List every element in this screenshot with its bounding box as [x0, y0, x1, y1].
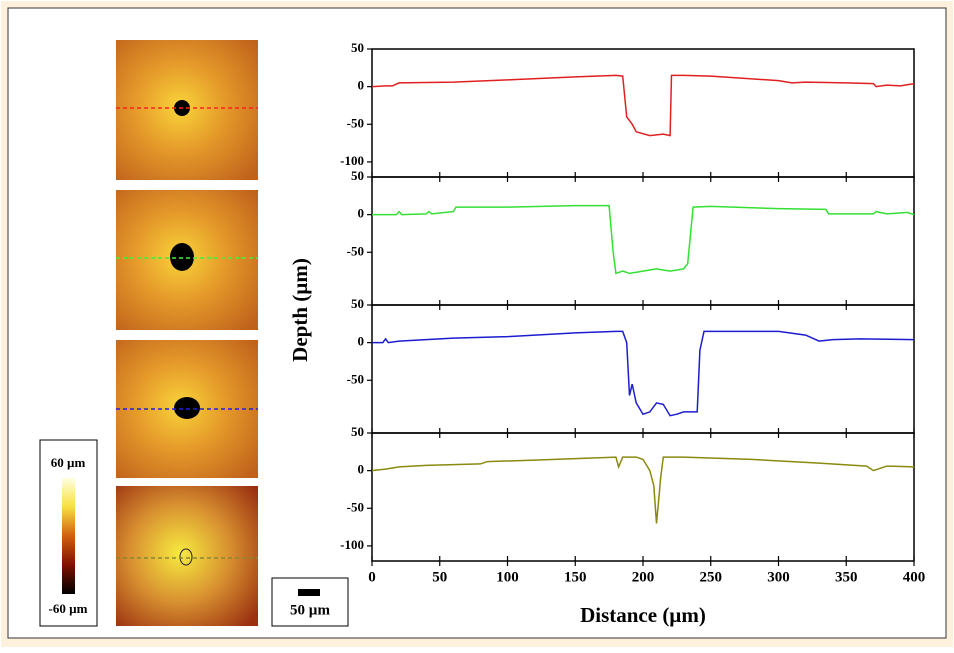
y-axis-label: Depth (µm) — [288, 258, 312, 362]
y-tick-label: 0 — [358, 78, 365, 93]
crater — [170, 243, 194, 271]
colorbar — [62, 478, 75, 594]
crater — [179, 548, 193, 566]
x-tick-label: 100 — [496, 569, 519, 585]
image — [116, 486, 258, 626]
x-tick-label: 50 — [432, 569, 447, 585]
profile-curve — [371, 456, 915, 524]
profile-curve — [372, 330, 915, 417]
x-tick-label: 0 — [368, 569, 376, 585]
y-tick-label: 0 — [358, 334, 365, 349]
profile-curve — [372, 204, 915, 275]
x-axis-label: Distance (µm) — [580, 603, 706, 627]
x-tick-label: 200 — [632, 569, 655, 585]
colorbar-max: 60 µm — [51, 455, 86, 470]
y-tick-label: -100 — [340, 537, 364, 552]
y-tick-label: -50 — [347, 499, 364, 514]
x-tick-label: 400 — [903, 569, 926, 585]
y-tick-label: -50 — [347, 371, 364, 386]
scale-bar-box — [271, 577, 349, 627]
x-tick-label: 350 — [835, 569, 858, 585]
x-tick-label: 150 — [564, 569, 587, 585]
y-tick-label: 50 — [351, 296, 364, 311]
y-tick-label: 0 — [358, 206, 365, 221]
crater — [174, 397, 200, 419]
y-tick-label: -50 — [347, 243, 364, 258]
y-tick-label: 0 — [358, 462, 365, 477]
colorbar-min: -60 µm — [49, 601, 88, 616]
x-tick-label: 300 — [767, 569, 790, 585]
profile-curve — [371, 74, 915, 137]
images — [116, 40, 258, 626]
x-tick-label: 250 — [700, 569, 723, 585]
y-tick-label: 50 — [351, 40, 364, 55]
scale-bar-label: 50 µm — [290, 602, 330, 618]
y-tick-label: -100 — [340, 153, 364, 168]
y-tick-label: 50 — [351, 168, 364, 183]
y-tick-label: 50 — [351, 424, 364, 439]
y-tick-label: -50 — [347, 115, 364, 130]
scale-bar — [298, 589, 320, 596]
